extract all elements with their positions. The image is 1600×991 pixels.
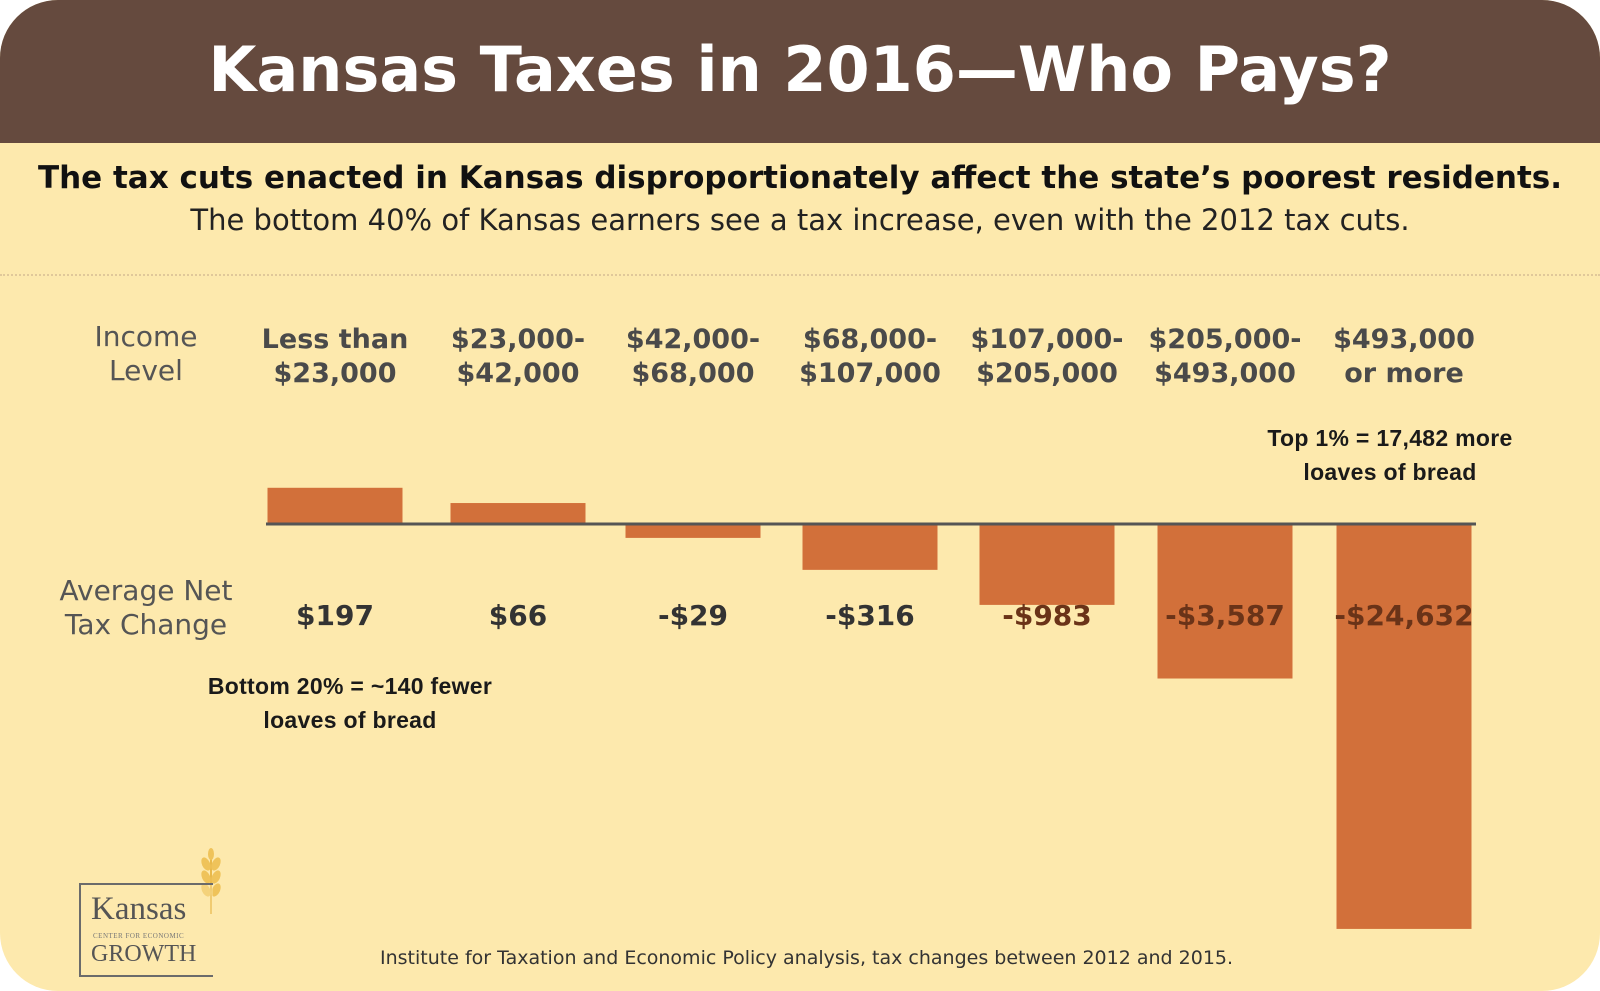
annotation-bottom-line1: Bottom 20% = ~140 fewer — [207, 673, 493, 699]
value-label-4: -$983 — [1002, 599, 1092, 632]
bar-6 — [1336, 524, 1472, 929]
category-label-0: Less than $23,000 — [262, 324, 409, 389]
income-level-label-line2: Level — [109, 354, 183, 387]
value-label-0: $197 — [296, 599, 374, 632]
logo-subtext: CENTER FOR ECONOMIC — [93, 932, 185, 940]
category-label-1: $23,000-$42,000 — [451, 324, 585, 389]
bar-3 — [802, 524, 938, 570]
avg-tax-change-label-line1: Average Net — [59, 574, 233, 607]
header-banner: Kansas Taxes in 2016—Who Pays? — [0, 0, 1600, 143]
logo-growth: GROWTH — [91, 941, 197, 967]
dotted-divider — [0, 274, 1600, 276]
bar-2 — [625, 524, 761, 538]
bar-4 — [979, 524, 1115, 605]
income-level-label: Income Level — [66, 320, 226, 388]
avg-tax-change-label: Average Net Tax Change — [50, 574, 242, 642]
category-label-6: $493,000 or more — [1333, 324, 1475, 389]
page-title: Kansas Taxes in 2016—Who Pays? — [208, 33, 1392, 106]
income-level-label-line1: Income — [94, 320, 198, 353]
category-label-4: $107,000-$205,000 — [971, 324, 1124, 389]
subtitle: The tax cuts enacted in Kansas dispropor… — [37, 160, 1563, 196]
value-label-3: -$316 — [825, 599, 915, 632]
kansas-growth-logo: Kansas CENTER FOR ECONOMIC GROWTH — [79, 883, 213, 977]
annotation-bottom-20: Bottom 20% = ~140 fewer loaves of bread — [200, 669, 500, 737]
category-label-2: $42,000-$68,000 — [626, 324, 760, 389]
annotation-top-line1: Top 1% = 17,482 more — [1267, 425, 1513, 451]
bar-1 — [450, 503, 586, 524]
annotation-bottom-line2: loaves of bread — [263, 707, 437, 733]
annotation-top-1: Top 1% = 17,482 more loaves of bread — [1240, 421, 1540, 489]
bar-5 — [1157, 524, 1293, 679]
subtitle-detail: The bottom 40% of Kansas earners see a t… — [190, 203, 1410, 237]
source-note: Institute for Taxation and Economic Poli… — [380, 947, 1234, 969]
value-label-5: -$3,587 — [1165, 599, 1285, 632]
value-label-1: $66 — [489, 599, 547, 632]
category-label-3: $68,000-$107,000 — [799, 324, 941, 389]
avg-tax-change-label-line2: Tax Change — [64, 608, 228, 641]
value-label-2: -$29 — [658, 599, 728, 632]
annotation-top-line2: loaves of bread — [1303, 459, 1477, 485]
value-label-6: -$24,632 — [1334, 599, 1473, 632]
category-label-5: $205,000-$493,000 — [1149, 324, 1302, 389]
logo-name: Kansas — [91, 891, 187, 927]
bar-0 — [267, 487, 403, 524]
